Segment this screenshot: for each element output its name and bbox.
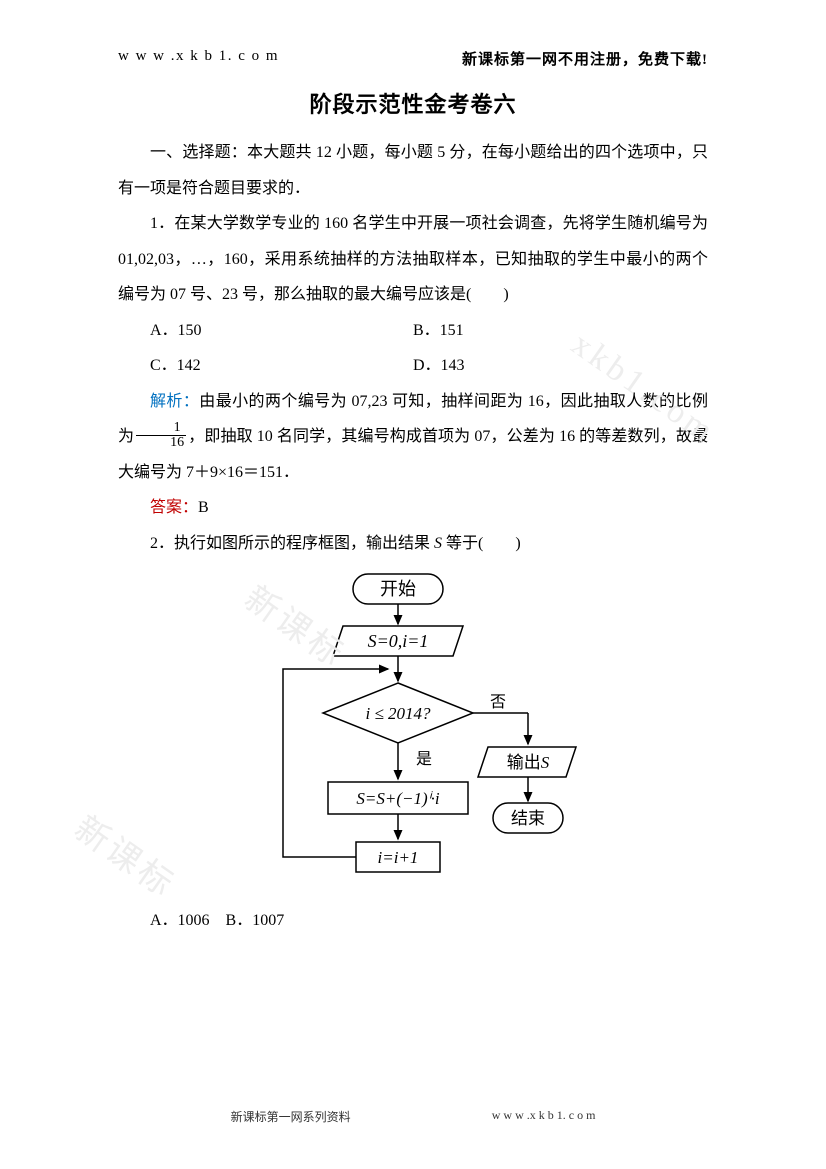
q1-option-c: C．142 [118,348,413,384]
fraction-1-16: 116 [136,421,186,450]
flow-yes-label: 是 [416,751,432,768]
page-footer: 新课标第一网系列资料 w w w .x k b 1. c o m [0,1108,826,1125]
footer-right: w w w .x k b 1. c o m [492,1108,596,1125]
q1-options-row2: C．142 D．143 [118,348,708,384]
flowchart-container: 开始 S=0,i=1 i ≤ 2014? 否 输出S 结束 是 [118,569,708,899]
flow-start-text: 开始 [380,579,416,599]
flow-inc-text: i=i+1 [378,848,419,867]
q1-answer: 答案：B [118,490,708,526]
flow-no-label: 否 [490,694,506,711]
answer-value: B [198,499,209,516]
q1-option-a: A．150 [118,313,413,349]
flow-output-var: S [541,753,550,772]
q2-stem-a: 2．执行如图所示的程序框图，输出结果 [150,535,434,552]
header-slogan: 新课标第一网不用注册，免费下载! [462,48,708,69]
explain-label: 解析： [150,393,199,410]
flow-cond-text: i ≤ 2014? [365,704,431,723]
flow-output-label: 输出 [507,753,541,772]
section-intro: 一、选择题：本大题共 12 小题，每小题 5 分，在每小题给出的四个选项中，只有… [118,135,708,206]
frac-num: 1 [136,421,186,436]
flow-proc-text: S=S+(−1)ⁱ·i [356,789,440,808]
q2-stem-b: 等于( ) [442,535,521,552]
header-url: w w w .x k b 1. c o m [118,48,279,69]
q2-options: A．1006 B．1007 [118,903,708,939]
q2-stem: 2．执行如图所示的程序框图，输出结果 S 等于( ) [118,526,708,562]
frac-den: 16 [136,436,186,450]
q1-options-row1: A．150 B．151 [118,313,708,349]
q1-option-b: B．151 [413,313,708,349]
flow-init-text: S=0,i=1 [368,631,429,651]
q1-option-d: D．143 [413,348,708,384]
footer-left: 新课标第一网系列资料 [231,1108,351,1125]
q2-stem-var: S [434,535,442,552]
page-title: 阶段示范性金考卷六 [118,87,708,119]
q1-explanation: 解析：由最小的两个编号为 07,23 可知，抽样间距为 16，因此抽取人数的比例… [118,384,708,491]
q1-stem: 1．在某大学数学专业的 160 名学生中开展一项社会调查，先将学生随机编号为 0… [118,206,708,313]
page-header: w w w .x k b 1. c o m 新课标第一网不用注册，免费下载! [118,48,708,69]
flowchart-svg: 开始 S=0,i=1 i ≤ 2014? 否 输出S 结束 是 [248,569,578,899]
flow-output-text: 输出S [507,753,550,772]
explain-text-b: ，即抽取 10 名同学，其编号构成首项为 07，公差为 16 的等差数列，故最大… [118,428,708,481]
answer-label: 答案： [150,499,198,516]
page-content: w w w .x k b 1. c o m 新课标第一网不用注册，免费下载! 阶… [0,0,826,939]
flow-end-text: 结束 [511,809,545,828]
